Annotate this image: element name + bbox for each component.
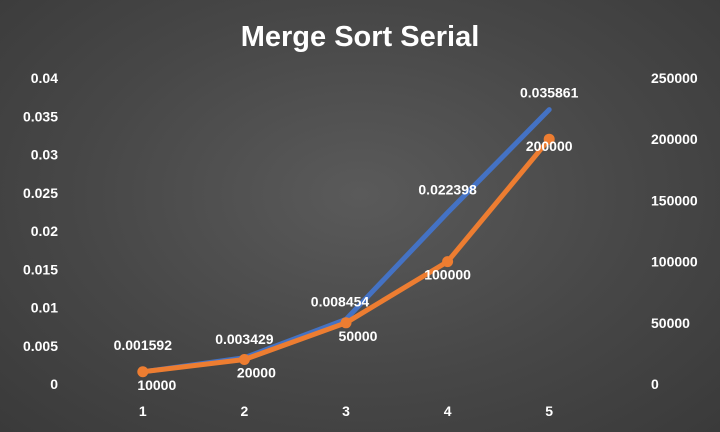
x-tick-label: 2 xyxy=(241,403,249,419)
y-right-tick-label: 200000 xyxy=(651,131,698,147)
series-point-1 xyxy=(340,317,352,329)
x-axis: 1 2 3 4 5 xyxy=(139,403,553,419)
data-label: 200000 xyxy=(526,138,573,154)
data-label: 0.003429 xyxy=(215,331,274,347)
y-right-tick-label: 100000 xyxy=(651,254,698,270)
data-labels: 0.001592 0.003429 0.008454 0.022398 0.035861… xyxy=(114,85,579,393)
y-left-tick-label: 0.03 xyxy=(31,147,58,163)
data-label: 0.001592 xyxy=(114,337,173,353)
y-right-tick-label: 150000 xyxy=(651,192,698,208)
x-tick-label: 1 xyxy=(139,403,147,419)
y-right-tick-label: 250000 xyxy=(651,70,698,86)
y-axis-left: 0 0.005 0.01 0.015 0.02 0.025 0.03 0.035 0.04 xyxy=(23,70,58,392)
y-left-tick-label: 0.015 xyxy=(23,261,58,277)
series-point-1 xyxy=(442,256,454,268)
y-left-tick-label: 0.035 xyxy=(23,108,58,124)
data-label: 50000 xyxy=(339,328,378,344)
series-point-1 xyxy=(137,366,149,378)
x-tick-label: 5 xyxy=(545,403,553,419)
series-point-1 xyxy=(238,354,250,366)
data-label: 10000 xyxy=(137,377,176,393)
y-left-tick-label: 0 xyxy=(50,376,58,392)
series-layer xyxy=(137,107,555,378)
x-tick-label: 4 xyxy=(444,403,452,419)
y-right-tick-label: 50000 xyxy=(651,315,690,331)
data-label: 100000 xyxy=(424,267,471,283)
data-label: 0.008454 xyxy=(311,293,370,309)
data-label: 20000 xyxy=(237,365,276,381)
y-left-tick-label: 0.02 xyxy=(31,223,58,239)
y-left-tick-label: 0.025 xyxy=(23,185,58,201)
data-label: 0.022398 xyxy=(418,182,477,198)
x-tick-label: 3 xyxy=(342,403,350,419)
series-point-1 xyxy=(543,133,555,145)
y-left-tick-label: 0.01 xyxy=(31,300,58,316)
y-right-tick-label: 0 xyxy=(651,376,659,392)
y-left-tick-label: 0.04 xyxy=(31,70,58,86)
data-label: 0.035861 xyxy=(520,85,579,101)
y-axis-right: 0 50000 100000 150000 200000 250000 xyxy=(651,70,698,392)
chart-title: Merge Sort Serial xyxy=(241,21,480,53)
y-left-tick-label: 0.005 xyxy=(23,338,58,354)
